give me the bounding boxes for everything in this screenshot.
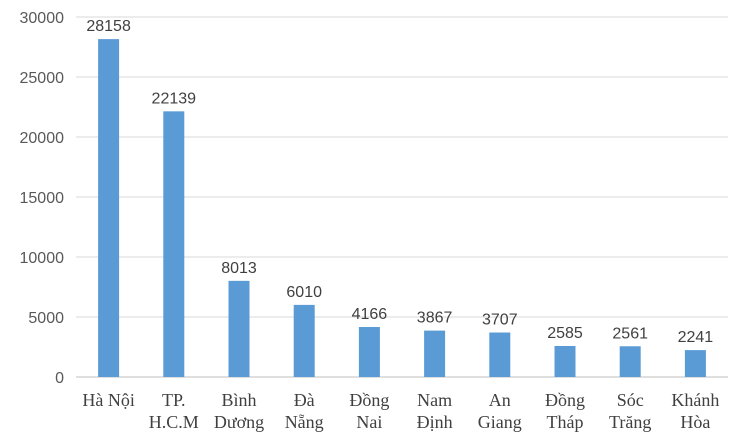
data-label: 8013	[221, 260, 257, 277]
bar	[98, 39, 120, 377]
x-tick-label: Bình Dương	[214, 390, 264, 432]
x-tick-label: TP. H.C.M	[149, 390, 199, 432]
data-label: 3707	[482, 312, 518, 329]
bar	[358, 327, 380, 377]
y-tick-label: 0	[55, 370, 64, 387]
data-label: 28158	[86, 18, 131, 35]
y-tick-label: 5000	[28, 310, 64, 327]
x-tick-label: Đà Nẵng	[285, 390, 324, 432]
y-tick-label: 30000	[20, 10, 65, 27]
bar	[424, 330, 446, 377]
data-label: 3867	[417, 310, 453, 327]
x-tick-label: Đồng Nai	[349, 390, 389, 432]
gridlines	[76, 16, 728, 378]
data-labels: 28158 22139 8013 6010 4166 3867 3707 2585 2561 22…	[86, 18, 713, 346]
y-tick-label: 15000	[20, 190, 65, 207]
bar	[619, 346, 641, 377]
x-tick-label: An Giang	[478, 390, 522, 432]
y-tick-label: 25000	[20, 70, 65, 87]
bar	[163, 111, 185, 377]
x-tick-label: Đồng Tháp	[545, 390, 585, 432]
x-tick-label: Nam Định	[417, 390, 453, 432]
data-label: 6010	[286, 284, 322, 301]
bar	[489, 332, 511, 377]
bars	[98, 39, 706, 377]
data-label: 2561	[612, 325, 648, 342]
data-label: 22139	[152, 90, 197, 107]
x-axis-tick-labels: Hà Nội TP. H.C.M Bình Dương Đà Nẵng Đồng Nai Nam Đ…	[82, 390, 719, 432]
bar	[228, 280, 250, 377]
y-tick-label: 10000	[20, 250, 65, 267]
data-label: 2585	[547, 325, 583, 342]
data-label: 2241	[678, 329, 714, 346]
x-tick-label: Khánh Hòa	[671, 390, 719, 432]
bar	[554, 345, 576, 377]
data-label: 4166	[352, 306, 388, 323]
y-tick-label: 20000	[20, 130, 65, 147]
x-tick-label: Sóc Trăng	[609, 390, 651, 432]
x-tick-label: Hà Nội	[82, 390, 135, 410]
bar	[684, 350, 706, 377]
bar	[293, 304, 315, 377]
y-axis-tick-labels: 0 5000 10000 15000 20000 25000 30000	[20, 10, 65, 387]
